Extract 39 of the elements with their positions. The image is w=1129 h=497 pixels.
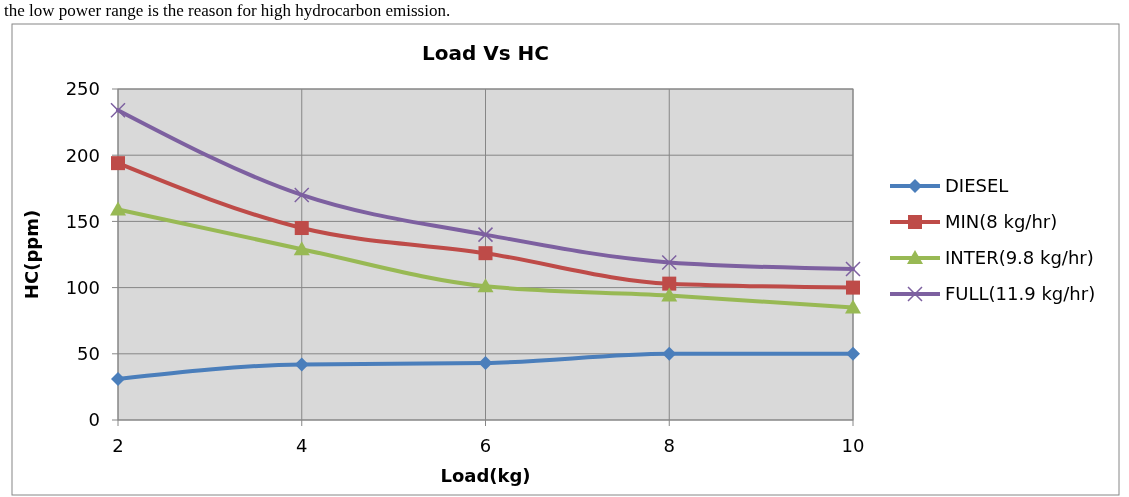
legend-label: DIESEL [945,175,1009,197]
point [478,246,493,261]
y-tick-label: 150 [65,210,100,232]
point [478,356,493,371]
chart-title: Load Vs HC [421,41,550,65]
y-axis-title: HC(ppm) [21,209,42,300]
point [294,221,309,236]
y-tick-label: 250 [65,78,100,100]
point [845,261,861,277]
point [661,254,677,271]
x-tick-label: 10 [841,435,865,456]
point [845,299,861,314]
point [477,226,494,243]
point [110,201,126,216]
point [111,371,125,386]
y-tick-label: 200 [65,144,100,166]
point [662,276,677,291]
x-tick-label: 4 [296,435,308,456]
x-tick-label: 8 [663,435,675,456]
point [110,102,126,118]
legend-label: INTER(9.8 kg/hr) [945,247,1094,269]
y-tick-label: 0 [88,409,100,431]
x-tick-label: 2 [112,435,124,456]
x-axis-title: Load(kg) [440,465,531,486]
point [294,357,309,372]
legend-label: FULL(11.9 kg/hr) [945,283,1096,305]
text: the low power range is the reason for high hydrocarbon emission. [4,1,451,20]
point [662,346,677,361]
point [846,346,860,361]
point [846,280,860,295]
x-tick-label: 6 [479,435,492,456]
point [661,287,678,302]
y-tick-label: 100 [65,276,100,298]
point [294,187,310,203]
point [293,241,310,256]
legend-label: MIN(8 kg/hr) [945,211,1058,233]
y-tick-label: 50 [77,343,100,365]
point [477,278,494,293]
point [111,156,125,171]
